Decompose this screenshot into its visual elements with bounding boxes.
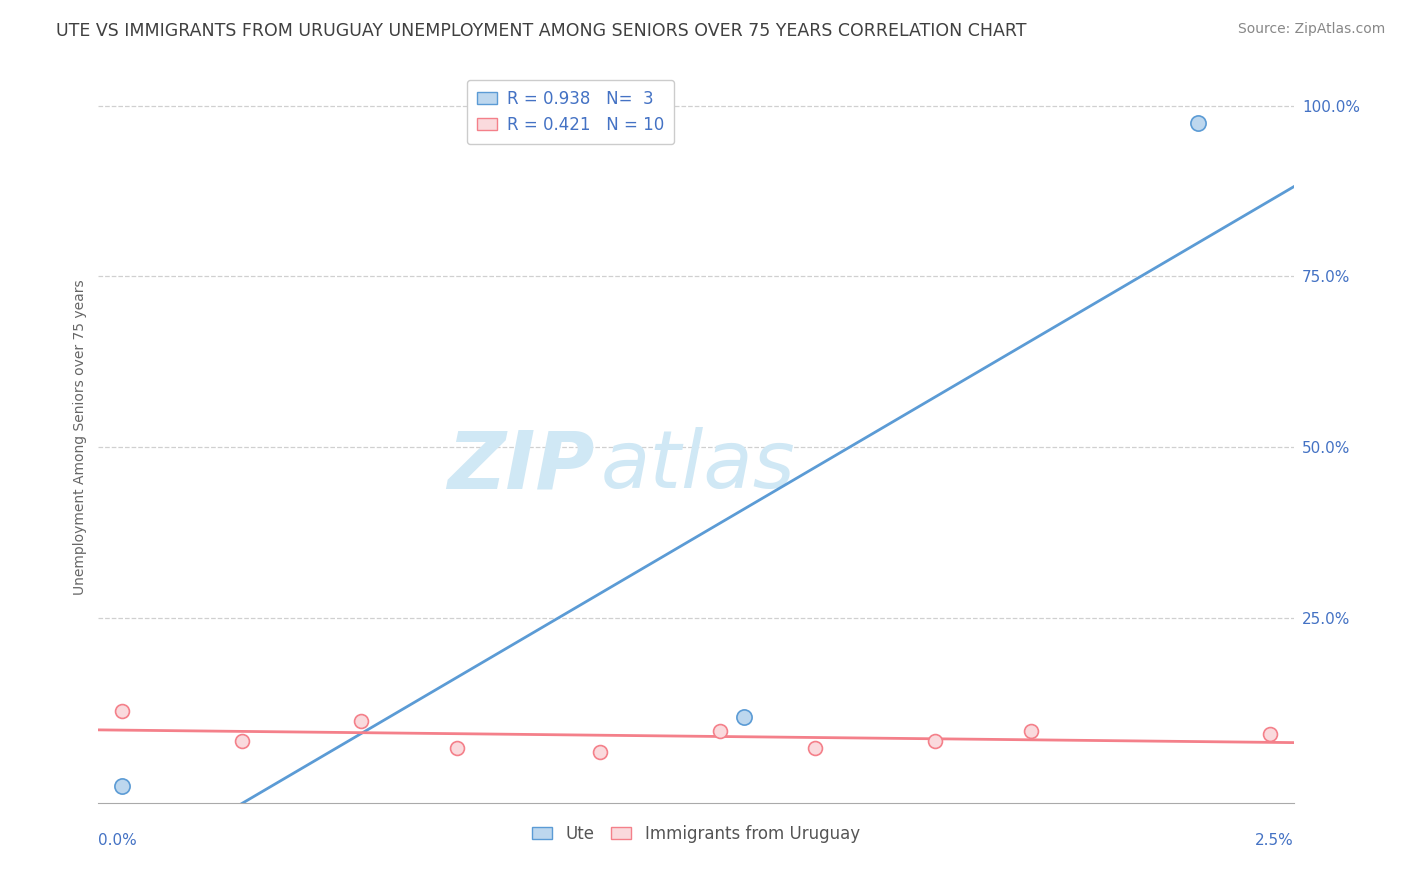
Point bbox=[1187, 115, 1209, 129]
Point bbox=[924, 734, 946, 748]
Point bbox=[1019, 724, 1042, 739]
Legend: Ute, Immigrants from Uruguay: Ute, Immigrants from Uruguay bbox=[526, 818, 866, 849]
Point bbox=[111, 779, 134, 793]
Point bbox=[804, 741, 827, 756]
Text: UTE VS IMMIGRANTS FROM URUGUAY UNEMPLOYMENT AMONG SENIORS OVER 75 YEARS CORRELAT: UTE VS IMMIGRANTS FROM URUGUAY UNEMPLOYM… bbox=[56, 22, 1026, 40]
Point bbox=[1258, 727, 1281, 741]
Text: atlas: atlas bbox=[600, 427, 796, 506]
Point bbox=[589, 745, 612, 759]
Text: 0.0%: 0.0% bbox=[98, 833, 138, 848]
Point bbox=[733, 710, 755, 724]
Point bbox=[350, 714, 373, 728]
Point bbox=[231, 734, 253, 748]
Text: 2.5%: 2.5% bbox=[1254, 833, 1294, 848]
Text: ZIP: ZIP bbox=[447, 427, 595, 506]
Point bbox=[709, 724, 731, 739]
Point bbox=[111, 704, 134, 718]
Y-axis label: Unemployment Among Seniors over 75 years: Unemployment Among Seniors over 75 years bbox=[73, 279, 87, 595]
Text: Source: ZipAtlas.com: Source: ZipAtlas.com bbox=[1237, 22, 1385, 37]
Point bbox=[446, 741, 468, 756]
